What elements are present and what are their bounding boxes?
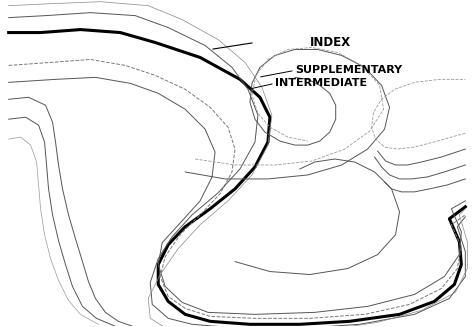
Text: SUPPLEMENTARY: SUPPLEMENTARY xyxy=(295,65,402,76)
Text: INTERMEDIATE: INTERMEDIATE xyxy=(275,78,367,88)
Text: INDEX: INDEX xyxy=(310,36,351,49)
